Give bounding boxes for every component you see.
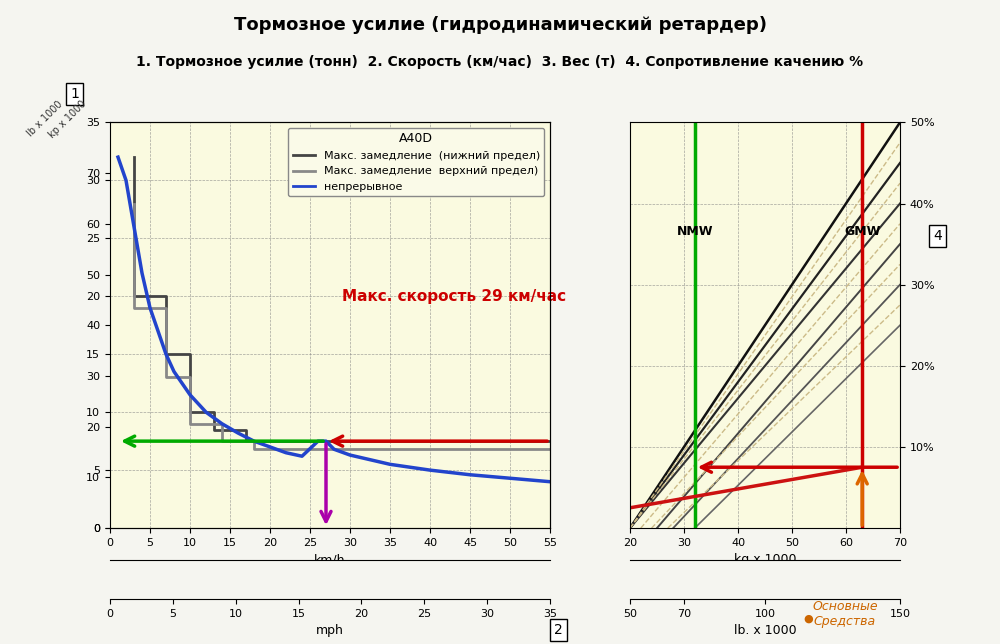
X-axis label: mph: mph bbox=[316, 624, 344, 637]
Text: 1. Тормозное усилие (тонн)  2. Скорость (км/час)  3. Вес (т)  4. Сопротивление к: 1. Тормозное усилие (тонн) 2. Скорость (… bbox=[136, 55, 864, 69]
Text: Макс. скорость 29 км/час: Макс. скорость 29 км/час bbox=[342, 289, 566, 304]
Text: lb x 1000: lb x 1000 bbox=[25, 100, 65, 138]
Text: kp x 1000: kp x 1000 bbox=[47, 99, 89, 140]
Text: 2: 2 bbox=[554, 623, 563, 637]
Text: Основные
Средства: Основные Средства bbox=[812, 600, 878, 628]
X-axis label: kg x 1000: kg x 1000 bbox=[734, 553, 796, 566]
Text: NMW: NMW bbox=[677, 225, 713, 238]
Text: ●: ● bbox=[803, 613, 813, 623]
Text: 4: 4 bbox=[933, 229, 942, 243]
X-axis label: km/h: km/h bbox=[314, 553, 346, 566]
Text: 1: 1 bbox=[70, 87, 79, 101]
Text: Тормозное усилие (гидродинамический ретардер): Тормозное усилие (гидродинамический рета… bbox=[234, 16, 767, 34]
Legend: Макс. замедление  (нижний предел), Макс. замедление  верхний предел), непрерывно: Макс. замедление (нижний предел), Макс. … bbox=[288, 128, 544, 196]
Text: GMW: GMW bbox=[844, 225, 880, 238]
X-axis label: lb. x 1000: lb. x 1000 bbox=[734, 624, 796, 637]
